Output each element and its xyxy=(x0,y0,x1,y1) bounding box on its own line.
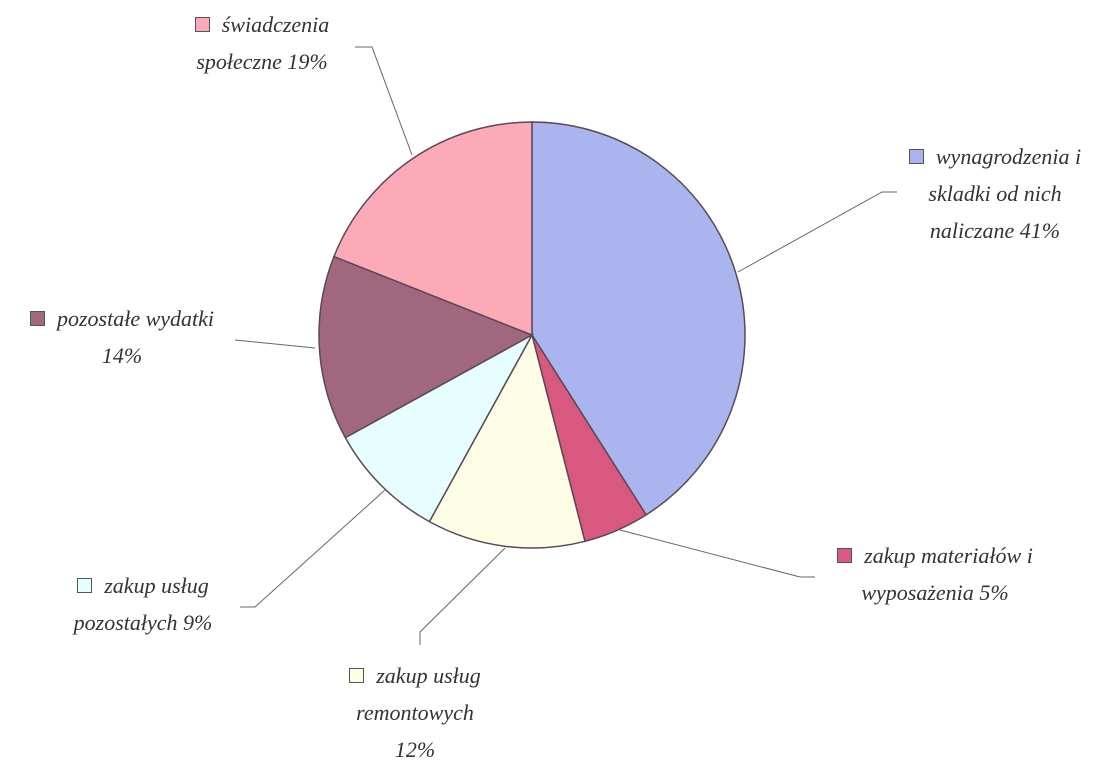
slice-label: pozostałe wydatki 14% xyxy=(20,300,225,374)
legend-swatch xyxy=(837,548,853,563)
slice-label: wynagrodzenia i skladki od nich naliczan… xyxy=(903,138,1088,249)
leader-line xyxy=(419,547,506,645)
category-label: zakup materiałów i wyposażenia xyxy=(861,543,1033,605)
slice-label: zakup usług pozostałych 9% xyxy=(56,567,231,641)
leader-line xyxy=(619,529,815,578)
pie-slice xyxy=(531,121,746,516)
category-label: zakup usług remontowych xyxy=(356,663,481,725)
value-label: 14% xyxy=(101,343,143,368)
category-label: świadczenia społeczne xyxy=(196,12,330,74)
legend-swatch xyxy=(349,668,365,683)
slice-label: zakup materiałów i wyposażenia 5% xyxy=(835,537,1035,611)
legend-swatch xyxy=(194,17,210,32)
pie-slice xyxy=(332,121,533,337)
slice-label: świadczenia społeczne 19% xyxy=(175,6,350,80)
value-label: 41% xyxy=(1019,218,1061,243)
value-label: 12% xyxy=(394,737,436,762)
value-label: 19% xyxy=(287,49,328,74)
leader-line xyxy=(234,339,316,349)
legend-swatch xyxy=(77,578,93,593)
category-label: zakup usług pozostałych xyxy=(73,573,209,635)
legend-swatch xyxy=(908,149,924,164)
pie-slice xyxy=(428,332,586,549)
value-label: 5% xyxy=(979,580,1009,605)
pie-slice xyxy=(344,333,534,523)
leader-line xyxy=(355,46,413,156)
slice-label: zakup usług remontowych 12% xyxy=(343,657,488,762)
legend-swatch xyxy=(29,311,45,326)
leader-line xyxy=(240,489,386,608)
leader-line xyxy=(737,191,897,273)
category-label: pozostałe wydatki xyxy=(56,306,215,331)
value-label: 9% xyxy=(183,610,213,635)
category-label: wynagrodzenia i skladki od nich naliczan… xyxy=(928,144,1082,243)
pie-slice xyxy=(318,255,534,439)
